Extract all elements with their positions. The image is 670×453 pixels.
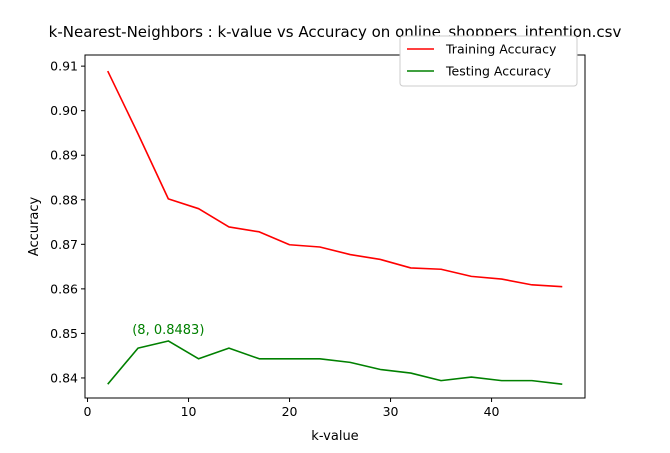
series-line-testing-accuracy xyxy=(107,340,563,385)
y-tick-label: 0.90 xyxy=(50,103,78,118)
y-tick-label: 0.88 xyxy=(50,192,78,207)
y-axis-label: Accuracy xyxy=(27,197,42,257)
legend: Training Accuracy Testing Accuracy xyxy=(399,35,578,87)
plot-frame xyxy=(84,54,586,399)
y-tick-label: 0.86 xyxy=(50,281,78,296)
series-line-training-accuracy xyxy=(107,70,563,288)
y-tick-label: 0.84 xyxy=(50,370,78,385)
x-tick-label: 40 xyxy=(484,404,500,419)
x-tick-label: 20 xyxy=(282,404,298,419)
y-tick-label: 0.89 xyxy=(50,148,78,163)
legend-box xyxy=(399,35,578,87)
y-tick-label: 0.91 xyxy=(50,59,78,74)
legend-label: Testing Accuracy xyxy=(445,64,552,79)
x-tick-label: 30 xyxy=(383,404,399,419)
x-tick-label: 10 xyxy=(181,404,197,419)
y-tick-label: 0.85 xyxy=(50,326,78,341)
x-tick-label: 0 xyxy=(84,404,92,419)
legend-label: Training Accuracy xyxy=(445,42,557,57)
x-axis-label: k-value xyxy=(311,429,358,444)
y-tick-label: 0.87 xyxy=(50,237,78,252)
peak-annotation: (8, 0.8483) xyxy=(132,323,204,338)
